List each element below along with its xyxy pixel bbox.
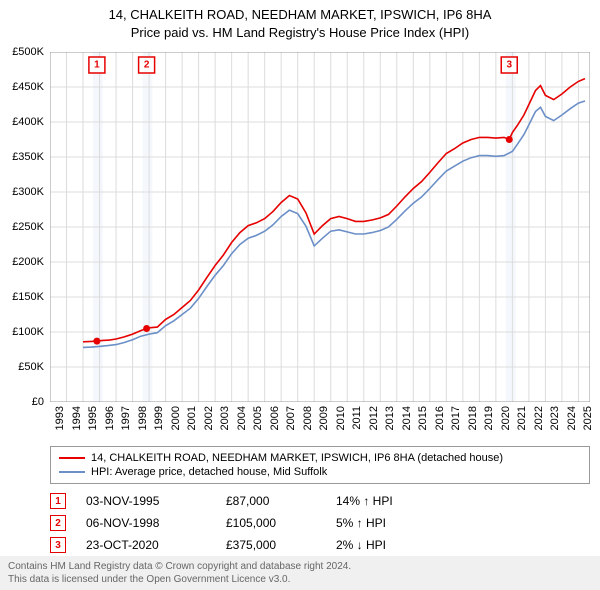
marker-price: £105,000 bbox=[226, 516, 316, 530]
marker-badge: 3 bbox=[50, 537, 66, 553]
x-axis-labels: 1993 1994 1995 1996 1997 1998 1999 2000 2001 2002… bbox=[50, 404, 590, 444]
y-axis-tick-label: £100K bbox=[12, 326, 44, 338]
legend-swatch bbox=[59, 471, 85, 473]
marker-date: 03-NOV-1995 bbox=[86, 494, 206, 508]
footer: Contains HM Land Registry data © Crown c… bbox=[0, 556, 600, 590]
x-axis-tick-label: 2012 bbox=[368, 406, 380, 430]
marker-date: 23-OCT-2020 bbox=[86, 538, 206, 552]
x-axis-tick-label: 1994 bbox=[71, 406, 83, 430]
chart-svg: 1 2 3 bbox=[50, 52, 590, 402]
legend-row: 14, CHALKEITH ROAD, NEEDHAM MARKET, IPSW… bbox=[59, 451, 581, 465]
chart-title-line1: 14, CHALKEITH ROAD, NEEDHAM MARKET, IPSW… bbox=[0, 6, 600, 24]
x-axis-tick-label: 1995 bbox=[87, 406, 99, 430]
marker-delta: 14% ↑ HPI bbox=[336, 494, 436, 508]
y-axis-tick-label: £250K bbox=[12, 221, 44, 233]
footer-line1: Contains HM Land Registry data © Crown c… bbox=[8, 560, 592, 573]
x-axis-tick-label: 1997 bbox=[120, 406, 132, 430]
x-axis-tick-label: 2010 bbox=[335, 406, 347, 430]
marker-delta: 5% ↑ HPI bbox=[336, 516, 436, 530]
y-axis-tick-label: £0 bbox=[32, 396, 44, 408]
marker-price: £87,000 bbox=[226, 494, 316, 508]
x-axis-tick-label: 2017 bbox=[450, 406, 462, 430]
x-axis-tick-label: 2025 bbox=[582, 406, 594, 430]
data-point-dot bbox=[506, 136, 513, 143]
x-axis-tick-label: 2007 bbox=[285, 406, 297, 430]
marker-table: 1 03-NOV-1995 £87,000 14% ↑ HPI 2 06-NOV-1998… bbox=[50, 490, 590, 556]
legend-label: HPI: Average price, detached house, Mid … bbox=[91, 466, 327, 478]
y-axis-tick-label: £450K bbox=[12, 81, 44, 93]
y-axis-tick-label: £300K bbox=[12, 186, 44, 198]
y-axis-labels: £0£50K£100K£150K£200K£250K£300K£350K£400… bbox=[0, 52, 48, 402]
x-axis-tick-label: 2021 bbox=[516, 406, 528, 430]
y-axis-tick-label: £200K bbox=[12, 256, 44, 268]
x-axis-tick-label: 2009 bbox=[318, 406, 330, 430]
marker-badge: 1 bbox=[50, 493, 66, 509]
x-axis-tick-label: 2001 bbox=[186, 406, 198, 430]
x-axis-tick-label: 2023 bbox=[549, 406, 561, 430]
marker-table-row: 3 23-OCT-2020 £375,000 2% ↓ HPI bbox=[50, 534, 590, 556]
marker-table-row: 1 03-NOV-1995 £87,000 14% ↑ HPI bbox=[50, 490, 590, 512]
legend-row: HPI: Average price, detached house, Mid … bbox=[59, 465, 581, 479]
x-axis-tick-label: 2000 bbox=[170, 406, 182, 430]
marker-date: 06-NOV-1998 bbox=[86, 516, 206, 530]
data-point-dot bbox=[93, 338, 100, 345]
x-axis-tick-label: 1993 bbox=[54, 406, 66, 430]
chart-container: { "title_line1": "14, CHALKEITH ROAD, NE… bbox=[0, 0, 600, 590]
y-axis-tick-label: £500K bbox=[12, 46, 44, 58]
x-axis-tick-label: 2024 bbox=[566, 406, 578, 430]
data-point-dot bbox=[143, 325, 150, 332]
marker-badge: 2 bbox=[50, 515, 66, 531]
x-axis-tick-label: 2005 bbox=[252, 406, 264, 430]
x-axis-tick-label: 2019 bbox=[483, 406, 495, 430]
chart-marker-number: 1 bbox=[94, 60, 100, 71]
marker-table-row: 2 06-NOV-1998 £105,000 5% ↑ HPI bbox=[50, 512, 590, 534]
x-axis-tick-label: 1998 bbox=[137, 406, 149, 430]
x-axis-tick-label: 2011 bbox=[351, 406, 363, 430]
x-axis-tick-label: 2020 bbox=[500, 406, 512, 430]
x-axis-tick-label: 2013 bbox=[384, 406, 396, 430]
legend-swatch bbox=[59, 457, 85, 459]
x-axis-tick-label: 2015 bbox=[417, 406, 429, 430]
chart-title-line2: Price paid vs. HM Land Registry's House … bbox=[0, 24, 600, 42]
chart-marker-number: 3 bbox=[506, 60, 512, 71]
chart-title-block: 14, CHALKEITH ROAD, NEEDHAM MARKET, IPSW… bbox=[0, 0, 600, 41]
x-axis-tick-label: 2018 bbox=[467, 406, 479, 430]
y-axis-tick-label: £400K bbox=[12, 116, 44, 128]
chart-plot-area: 1 2 3 bbox=[50, 52, 590, 402]
marker-delta: 2% ↓ HPI bbox=[336, 538, 436, 552]
x-axis-tick-label: 2004 bbox=[236, 406, 248, 430]
footer-line2: This data is licensed under the Open Gov… bbox=[8, 573, 592, 586]
x-axis-tick-label: 1999 bbox=[153, 406, 165, 430]
y-axis-tick-label: £350K bbox=[12, 151, 44, 163]
marker-price: £375,000 bbox=[226, 538, 316, 552]
x-axis-tick-label: 2014 bbox=[401, 406, 413, 430]
x-axis-tick-label: 2008 bbox=[302, 406, 314, 430]
y-axis-tick-label: £150K bbox=[12, 291, 44, 303]
x-axis-tick-label: 2006 bbox=[269, 406, 281, 430]
x-axis-tick-label: 1996 bbox=[104, 406, 116, 430]
x-axis-tick-label: 2022 bbox=[533, 406, 545, 430]
legend-label: 14, CHALKEITH ROAD, NEEDHAM MARKET, IPSW… bbox=[91, 452, 503, 464]
chart-marker-number: 2 bbox=[144, 60, 150, 71]
x-axis-tick-label: 2002 bbox=[203, 406, 215, 430]
x-axis-tick-label: 2003 bbox=[219, 406, 231, 430]
x-axis-tick-label: 2016 bbox=[434, 406, 446, 430]
y-axis-tick-label: £50K bbox=[18, 361, 44, 373]
legend-box: 14, CHALKEITH ROAD, NEEDHAM MARKET, IPSW… bbox=[50, 446, 590, 484]
